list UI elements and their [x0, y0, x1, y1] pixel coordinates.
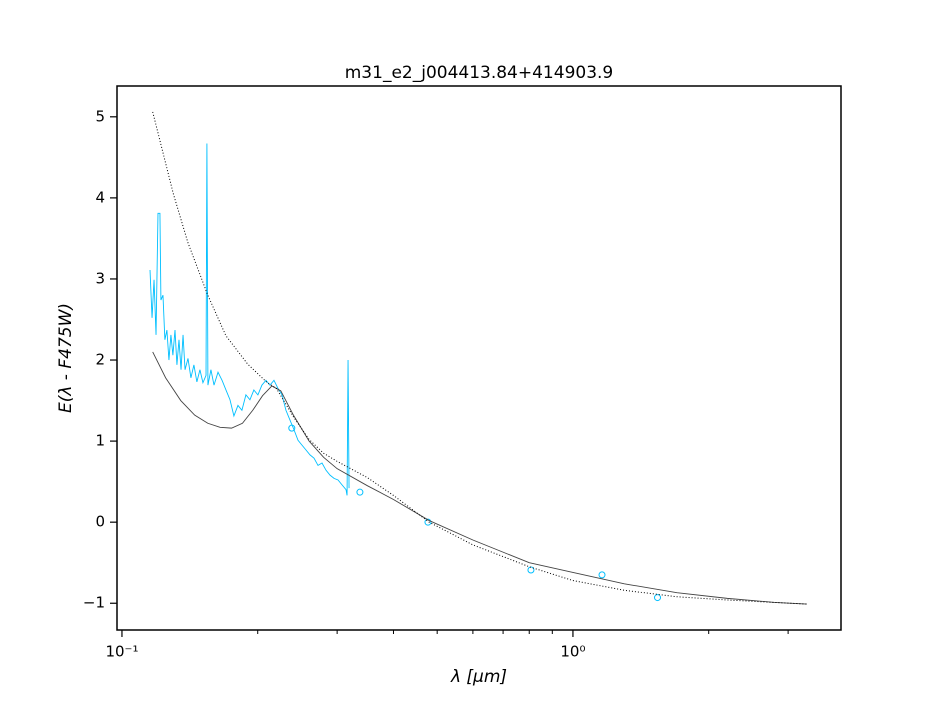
- data-point: [288, 424, 296, 432]
- y-tick-label: 1: [95, 432, 105, 450]
- data-point: [424, 518, 432, 526]
- y-axis-label: E(λ - F475W): [56, 303, 76, 413]
- plot-frame: [116, 85, 842, 631]
- chart-title: m31_e2_j004413.84+414903.9: [345, 63, 613, 83]
- x-tick-label: 10⁰: [560, 643, 585, 661]
- y-tick-label: 0: [95, 513, 105, 531]
- dotted-line: [152, 111, 807, 605]
- data-point: [654, 594, 662, 602]
- line: [149, 143, 350, 496]
- y-tick-label: 3: [95, 269, 105, 287]
- data-point: [356, 488, 364, 496]
- line: [152, 351, 807, 605]
- y-tick-label: −1: [83, 594, 105, 612]
- x-tick-label: 10⁻¹: [105, 643, 138, 661]
- x-axis-label: λ [μm]: [450, 667, 507, 687]
- y-tick-label: 2: [95, 351, 105, 369]
- data-point: [598, 571, 606, 579]
- y-tick-label: 4: [95, 188, 105, 206]
- y-tick-label: 5: [95, 107, 105, 125]
